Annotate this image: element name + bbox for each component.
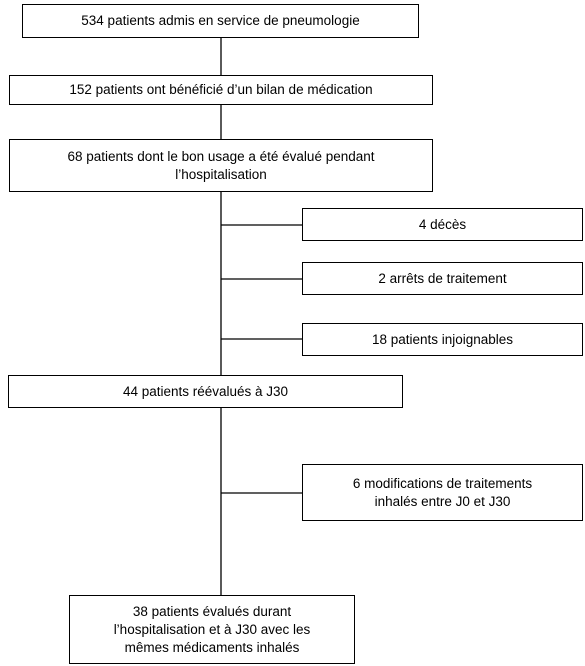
- box-admitted: 534 patients admis en service de pneumol…: [22, 4, 419, 38]
- box-medication-review: 152 patients ont bénéficié d’un bilan de…: [9, 75, 433, 105]
- box-final: 38 patients évalués durant l’hospitalisa…: [69, 595, 355, 664]
- box-evaluated: 68 patients dont le bon usage a été éval…: [9, 139, 433, 192]
- box-deaths: 4 décès: [302, 208, 583, 241]
- box-stopped: 2 arrêts de traitement: [302, 262, 583, 295]
- box-modifications: 6 modifications de traitements inhalés e…: [302, 464, 583, 521]
- box-reevaluated: 44 patients réévalués à J30: [8, 375, 403, 408]
- box-unreachable: 18 patients injoignables: [302, 323, 583, 356]
